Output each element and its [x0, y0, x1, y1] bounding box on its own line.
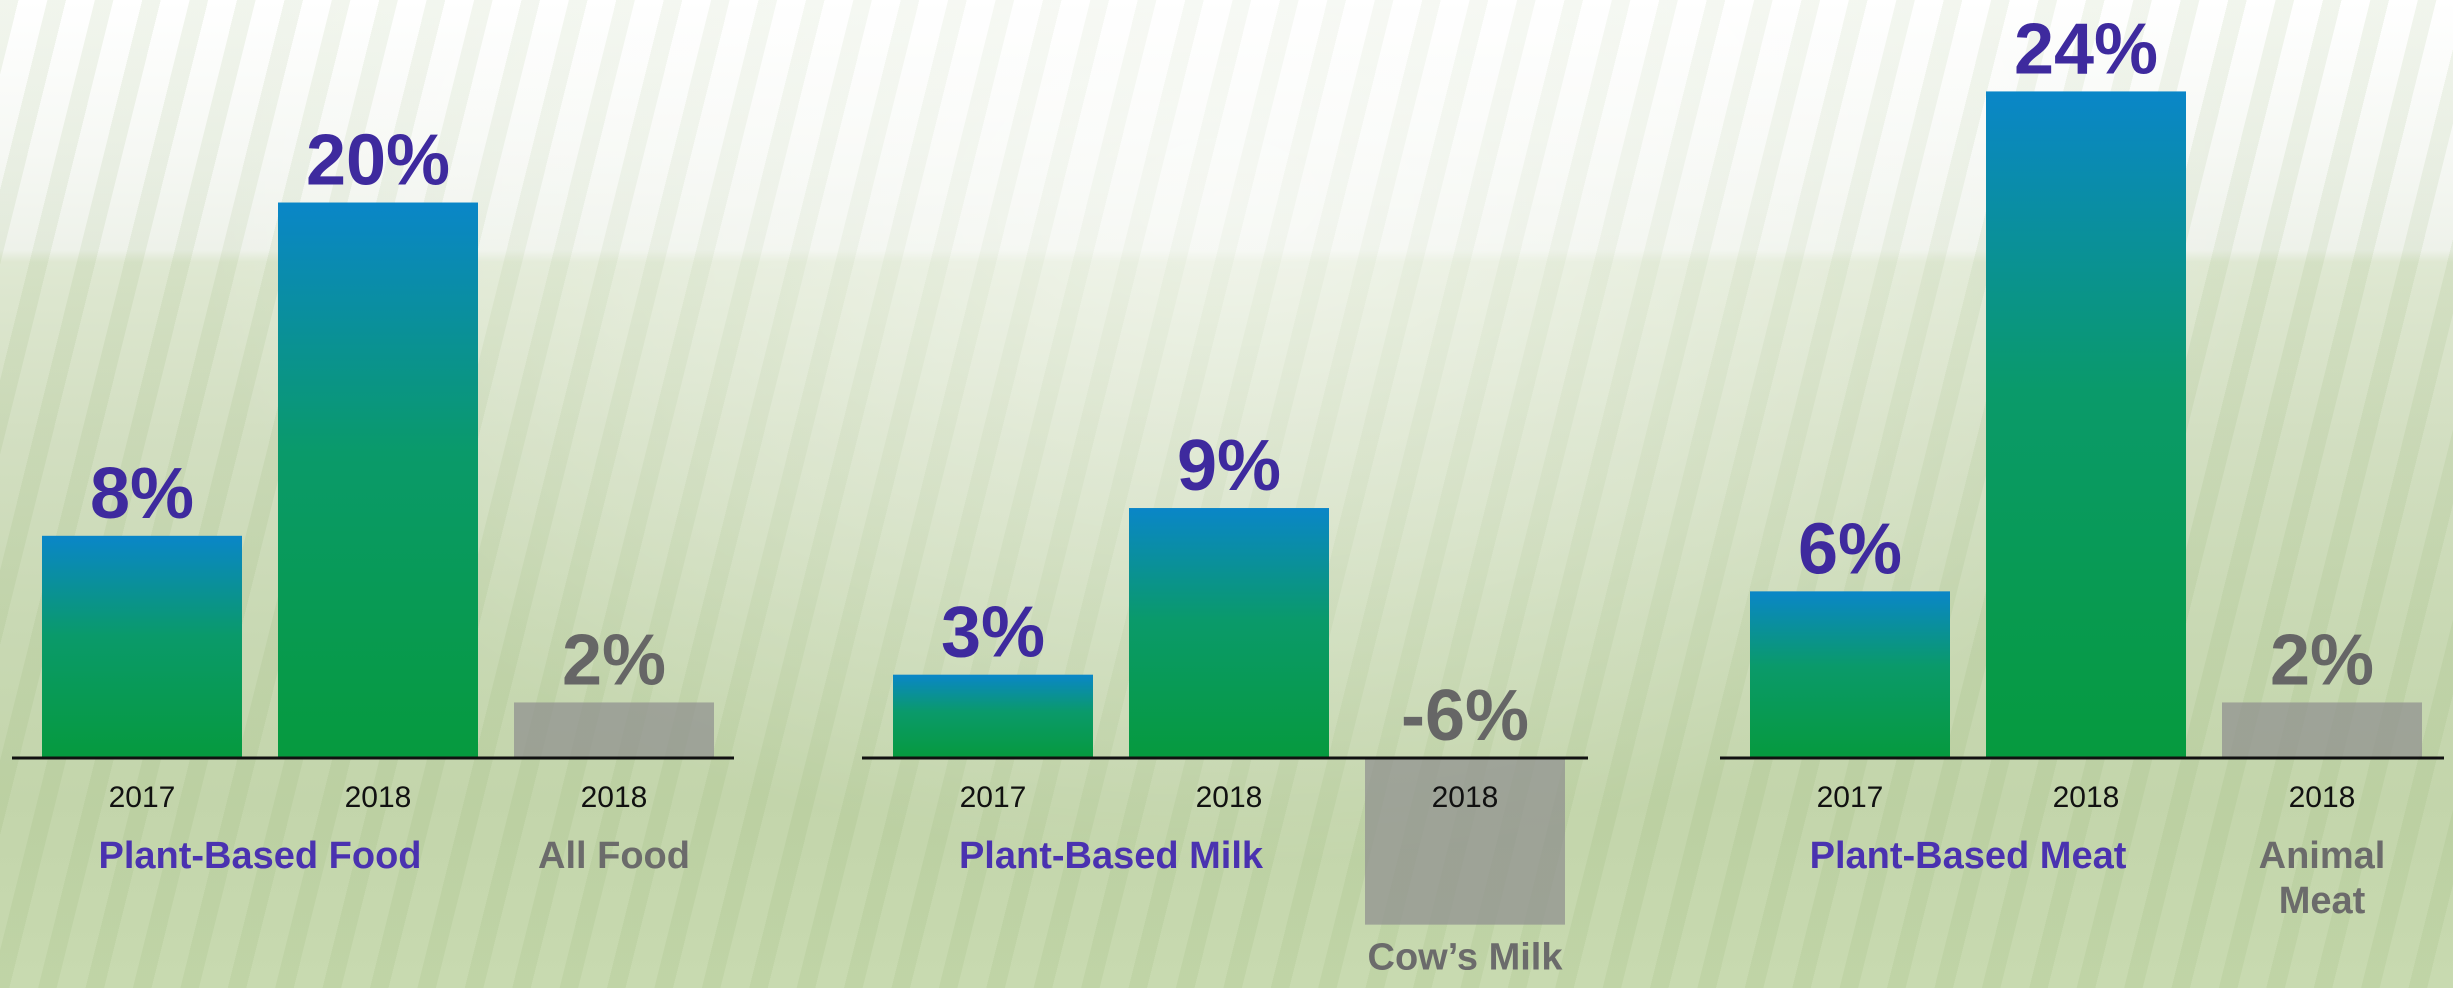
bar [2222, 702, 2422, 758]
bar [1129, 508, 1329, 758]
bar [1750, 591, 1950, 758]
value-label: -6% [1401, 676, 1529, 756]
year-label: 2018 [2289, 781, 2356, 814]
bar [1986, 91, 2186, 758]
category-label: All Food [538, 835, 690, 877]
bar [42, 535, 242, 758]
value-label: 3% [941, 593, 1045, 673]
value-label: 2% [2270, 620, 2374, 700]
category-label: Plant-Based Milk [959, 835, 1264, 877]
year-label: 2018 [345, 781, 412, 814]
bar [278, 202, 478, 758]
category-label: Plant-Based Meat [1810, 835, 2127, 877]
year-label: 2018 [1196, 781, 1263, 814]
value-label: 24% [2014, 9, 2158, 89]
value-label: 20% [306, 121, 450, 201]
year-label: 2018 [581, 781, 648, 814]
year-label: 2018 [2053, 781, 2120, 814]
value-label: 9% [1177, 426, 1281, 506]
category-label: Cow’s Milk [1368, 937, 1564, 979]
year-label: 2018 [1432, 781, 1499, 814]
category-label: Meat [2279, 880, 2366, 922]
year-label: 2017 [109, 781, 176, 814]
year-label: 2017 [960, 781, 1027, 814]
bar [1365, 758, 1565, 925]
category-label: Animal [2259, 835, 2386, 877]
category-label: Plant-Based Food [98, 835, 421, 877]
bar [514, 702, 714, 758]
bar [893, 674, 1093, 758]
value-label: 6% [1798, 509, 1902, 589]
value-label: 2% [562, 620, 666, 700]
value-label: 8% [90, 454, 194, 534]
year-label: 2017 [1817, 781, 1884, 814]
